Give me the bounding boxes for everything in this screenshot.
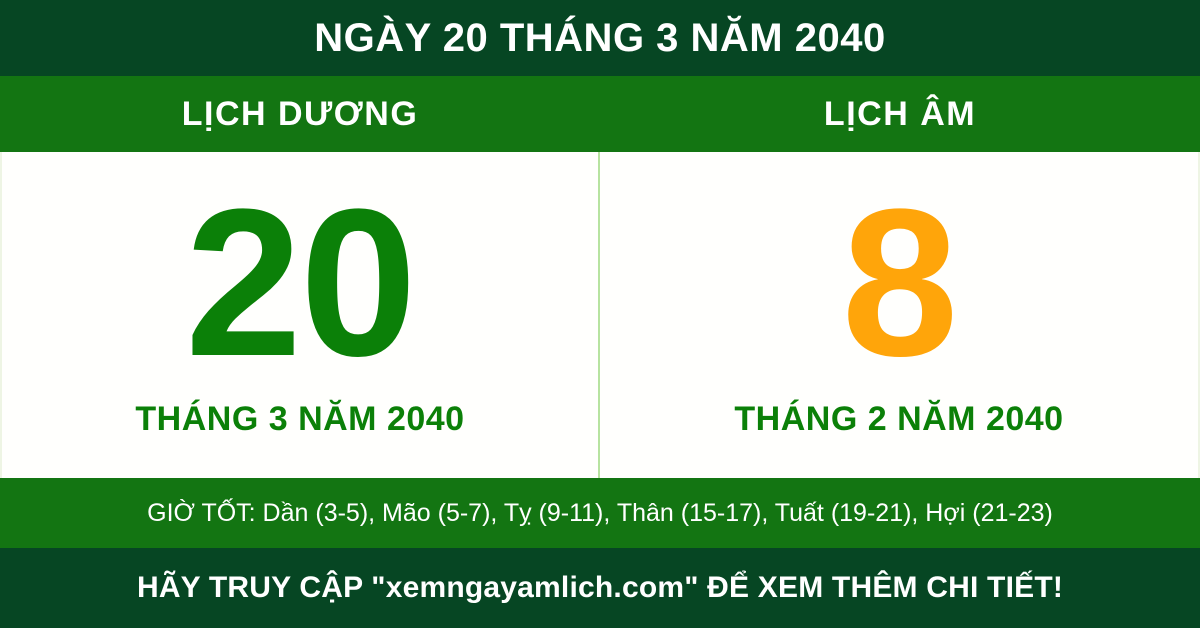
good-hours-bar: GIỜ TỐT: Dần (3-5), Mão (5-7), Tỵ (9-11)… bbox=[0, 478, 1200, 548]
solar-day-number: 20 bbox=[185, 165, 417, 401]
footer-bar: HÃY TRUY CẬP "xemngayamlich.com" ĐỂ XEM … bbox=[0, 548, 1200, 628]
solar-date-column: 20 THÁNG 3 NĂM 2040 bbox=[2, 152, 600, 478]
footer-cta-text: HÃY TRUY CẬP "xemngayamlich.com" ĐỂ XEM … bbox=[136, 571, 1064, 604]
solar-month-year: THÁNG 3 NĂM 2040 bbox=[135, 399, 465, 438]
good-hours-text: GIỜ TỐT: Dần (3-5), Mão (5-7), Tỵ (9-11)… bbox=[147, 498, 1053, 527]
lunar-month-year: THÁNG 2 NĂM 2040 bbox=[734, 399, 1064, 438]
title-bar: NGÀY 20 THÁNG 3 NĂM 2040 bbox=[0, 0, 1200, 76]
lunar-date-column: 8 THÁNG 2 NĂM 2040 bbox=[600, 152, 1198, 478]
calendar-type-header-row: LỊCH DƯƠNG LỊCH ÂM bbox=[0, 76, 1200, 152]
lunar-calendar-header: LỊCH ÂM bbox=[600, 76, 1200, 152]
lunar-day-number: 8 bbox=[841, 165, 959, 401]
page-title: NGÀY 20 THÁNG 3 NĂM 2040 bbox=[314, 16, 886, 60]
solar-calendar-label: LỊCH DƯƠNG bbox=[181, 95, 419, 133]
lunar-calendar-label: LỊCH ÂM bbox=[823, 95, 977, 133]
calendar-main-panel: 20 THÁNG 3 NĂM 2040 8 THÁNG 2 NĂM 2040 bbox=[0, 152, 1200, 478]
solar-calendar-header: LỊCH DƯƠNG bbox=[0, 76, 600, 152]
